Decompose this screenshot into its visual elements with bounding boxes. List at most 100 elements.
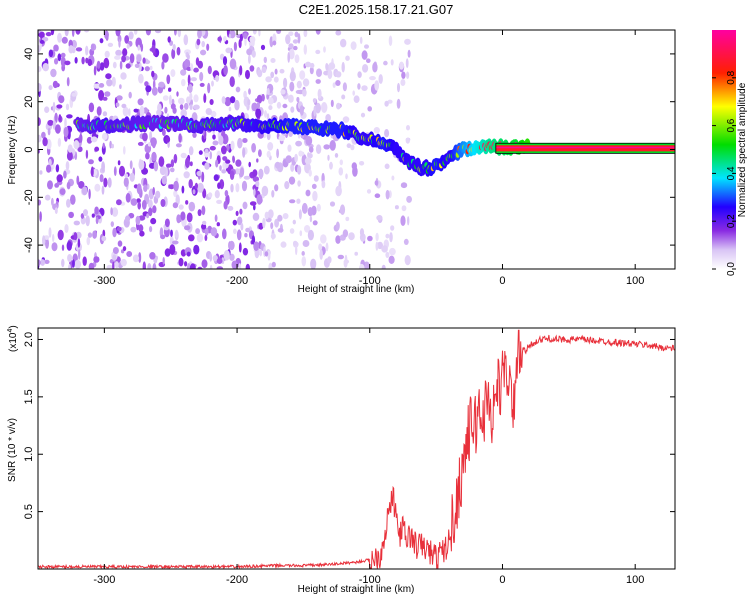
noise-cell [51, 197, 54, 206]
noise-cell [66, 241, 73, 251]
colorbar-label: Normalized spectral amplitude [737, 82, 748, 217]
noise-cell [238, 263, 242, 269]
noise-cell [147, 142, 152, 147]
noise-cell [299, 70, 306, 80]
noise-cell [158, 156, 165, 167]
noise-cell [232, 219, 237, 226]
noise-cell [123, 146, 126, 155]
noise-cell [48, 227, 52, 238]
noise-cell [288, 176, 296, 185]
noise-cell [335, 235, 341, 244]
noise-cell [151, 138, 156, 149]
noise-cell [56, 174, 63, 183]
noise-cell [400, 79, 406, 86]
noise-cell [63, 127, 69, 138]
noise-cell [112, 254, 117, 261]
noise-cell [140, 43, 144, 52]
noise-cell [359, 161, 365, 166]
colorbar: 0.0 0.2 0.4 0.6 0.8 Normalized spectral ampl… [712, 30, 748, 276]
noise-cell [66, 114, 73, 119]
noise-cell [136, 54, 142, 63]
noise-cell [101, 132, 108, 141]
noise-cell [221, 145, 227, 155]
noise-cell [57, 137, 62, 147]
noise-cell [138, 73, 144, 84]
noise-cell [193, 67, 199, 73]
noise-cell [101, 161, 105, 173]
noise-cell [325, 242, 329, 252]
noise-cell [251, 102, 258, 112]
noise-cell [64, 117, 67, 128]
noise-cell [234, 99, 240, 111]
noise-cell [201, 223, 207, 230]
noise-cell [71, 92, 77, 97]
noise-cell [142, 261, 146, 269]
noise-cell [183, 171, 190, 179]
noise-cell [404, 255, 411, 266]
y-tick-label: -20 [23, 189, 35, 205]
noise-cell [388, 255, 395, 264]
noise-cell [231, 260, 238, 269]
noise-cell [203, 93, 207, 104]
noise-cell [242, 147, 246, 158]
noise-cell [160, 234, 166, 240]
snr-x-label: Height of straight line (km) [298, 584, 415, 595]
noise-cell [99, 38, 104, 44]
noise-cell [60, 56, 66, 68]
noise-cell [67, 254, 73, 262]
noise-cell [146, 213, 150, 219]
noise-cell [390, 225, 395, 231]
noise-cell [294, 153, 298, 163]
noise-cell [289, 71, 296, 82]
noise-cell [158, 81, 165, 88]
x-tick-label: 0 [499, 574, 505, 586]
noise-cell [126, 43, 130, 49]
noise-cell [222, 156, 228, 161]
noise-cell [187, 74, 191, 85]
noise-cell [222, 228, 227, 240]
tone-band-core [495, 146, 675, 149]
noise-cell [144, 66, 150, 72]
noise-cell [202, 188, 207, 199]
noise-cell [124, 35, 130, 44]
noise-cell [334, 153, 339, 158]
noise-cell [57, 32, 62, 43]
noise-cell [253, 188, 256, 196]
noise-cell [47, 180, 53, 190]
noise-cell [256, 194, 263, 205]
noise-cell [200, 49, 207, 56]
noise-cell [233, 41, 237, 52]
noise-cell [228, 240, 235, 251]
noise-cell [315, 30, 321, 35]
noise-cell [129, 160, 133, 170]
noise-cell [215, 159, 219, 168]
noise-cell [145, 30, 151, 36]
noise-cell [173, 190, 178, 198]
noise-cell [405, 58, 409, 69]
noise-cell [134, 30, 138, 35]
noise-cell [242, 32, 248, 40]
noise-cell [302, 89, 307, 97]
noise-cell [54, 207, 58, 215]
noise-cell [38, 117, 41, 126]
noise-cell [96, 106, 102, 116]
noise-cell [307, 229, 314, 241]
noise-cell [61, 258, 65, 268]
noise-cell [135, 37, 142, 49]
noise-cell [339, 159, 343, 166]
noise-cell [255, 108, 262, 119]
noise-cell [289, 199, 296, 204]
noise-cell [78, 249, 81, 260]
noise-cell [377, 241, 383, 250]
noise-cell [205, 108, 212, 115]
noise-cell [288, 48, 295, 60]
y-tick-label: 0.5 [23, 504, 35, 519]
noise-cell [104, 30, 109, 40]
noise-cell [122, 246, 127, 252]
noise-cell [303, 30, 308, 38]
noise-cell [221, 96, 226, 104]
noise-cell [338, 167, 344, 176]
noise-cell [175, 143, 182, 148]
noise-cell [148, 207, 153, 217]
noise-cell [183, 34, 189, 46]
